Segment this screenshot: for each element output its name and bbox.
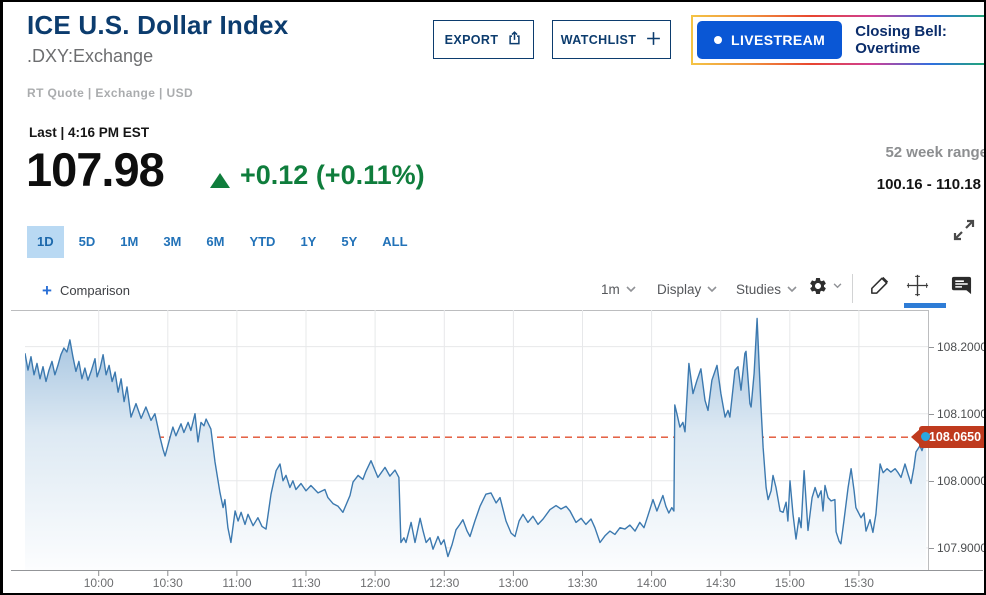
price-series bbox=[25, 317, 928, 570]
watchlist-button[interactable]: WATCHLIST bbox=[552, 20, 671, 59]
x-axis-label: 14:00 bbox=[636, 576, 667, 590]
y-axis-tick bbox=[929, 547, 934, 549]
y-axis-label: 108.2000 bbox=[937, 339, 986, 354]
expand-chart-button[interactable] bbox=[950, 217, 978, 245]
y-axis-tick bbox=[929, 346, 934, 348]
y-axis-tick bbox=[929, 413, 934, 415]
livestream-button-label: LIVESTREAM bbox=[731, 32, 826, 48]
x-axis-label: 14:30 bbox=[705, 576, 736, 590]
livestream-show-title: Closing Bell: Overtime bbox=[855, 23, 947, 57]
chevron-down-icon bbox=[707, 286, 717, 293]
page-title: ICE U.S. Dollar Index bbox=[27, 10, 289, 40]
x-axis-label: 13:30 bbox=[567, 576, 598, 590]
display-label: Display bbox=[657, 282, 702, 297]
livestream-banner: LIVESTREAM Closing Bell: Overtime bbox=[691, 15, 984, 65]
tab-ytd[interactable]: YTD bbox=[239, 226, 285, 258]
y-axis-label: 108.1000 bbox=[937, 406, 986, 421]
gear-icon bbox=[810, 278, 826, 294]
plus-icon: + bbox=[42, 281, 52, 300]
x-axis-label: 15:30 bbox=[843, 576, 874, 590]
crosshair-icon bbox=[906, 274, 929, 297]
expand-arrows-icon bbox=[951, 219, 977, 246]
x-axis-label: 12:00 bbox=[360, 576, 391, 590]
x-axis-label: 13:00 bbox=[498, 576, 529, 590]
quote-meta: RT Quote | Exchange | USD bbox=[27, 86, 194, 100]
watchlist-button-label: WATCHLIST bbox=[560, 32, 637, 47]
52-week-range-label: 52 week range bbox=[885, 144, 986, 161]
chart-settings-button[interactable] bbox=[808, 276, 842, 296]
x-axis-label: 11:00 bbox=[222, 576, 252, 590]
last-timestamp: Last | 4:16 PM EST bbox=[29, 125, 150, 140]
x-axis-label: 11:30 bbox=[291, 576, 321, 590]
display-dropdown[interactable]: Display bbox=[651, 281, 723, 298]
live-dot-icon bbox=[714, 36, 722, 44]
x-axis-label: 15:00 bbox=[774, 576, 805, 590]
chevron-down-icon bbox=[787, 286, 797, 293]
last-price-badge-tip bbox=[911, 429, 920, 445]
y-axis-label: 107.9000 bbox=[937, 540, 986, 555]
studies-label: Studies bbox=[736, 282, 782, 297]
add-comparison-button[interactable]: + Comparison bbox=[36, 282, 136, 299]
chevron-down-icon bbox=[833, 283, 842, 289]
plus-icon bbox=[645, 30, 662, 50]
y-axis-tick bbox=[929, 480, 934, 482]
active-tool-indicator bbox=[904, 303, 946, 308]
interval-value: 1m bbox=[601, 282, 620, 297]
pencil-icon bbox=[871, 276, 889, 294]
chevron-down-icon bbox=[626, 286, 636, 293]
annotations-button[interactable] bbox=[950, 274, 973, 299]
comment-icon bbox=[951, 276, 972, 295]
last-price-dot bbox=[921, 432, 930, 441]
last-price-badge: 108.0650 bbox=[919, 426, 984, 448]
export-button[interactable]: EXPORT bbox=[433, 20, 534, 59]
tab-all[interactable]: ALL bbox=[372, 226, 417, 258]
up-arrow-icon bbox=[210, 173, 230, 188]
x-axis-label: 12:30 bbox=[429, 576, 460, 590]
crosshair-tool-button[interactable] bbox=[905, 273, 930, 301]
livestream-button[interactable]: LIVESTREAM bbox=[697, 21, 843, 59]
tab-5d[interactable]: 5D bbox=[69, 226, 106, 258]
x-axis-label: 10:30 bbox=[152, 576, 183, 590]
chart-top-border bbox=[11, 310, 928, 311]
x-axis-line bbox=[11, 570, 983, 571]
period-tab-bar: 1D 5D 1M 3M 6M YTD 1Y 5Y ALL bbox=[27, 226, 423, 258]
comparison-label: Comparison bbox=[59, 283, 131, 298]
export-button-label: EXPORT bbox=[444, 32, 499, 47]
last-price: 107.98 bbox=[26, 143, 165, 196]
studies-dropdown[interactable]: Studies bbox=[730, 281, 803, 298]
livestream-banner-inner: LIVESTREAM Closing Bell: Overtime bbox=[693, 17, 984, 63]
price-chart-svg[interactable] bbox=[25, 310, 928, 576]
interval-dropdown[interactable]: 1m bbox=[595, 281, 642, 298]
52-week-range-value: 100.16 - 110.18 bbox=[876, 176, 981, 193]
y-axis-label: 108.0000 bbox=[937, 473, 986, 488]
x-axis-label: 10:00 bbox=[83, 576, 114, 590]
toolbar-divider bbox=[852, 274, 853, 303]
tab-6m[interactable]: 6M bbox=[196, 226, 234, 258]
draw-tool-button[interactable] bbox=[868, 274, 891, 300]
tab-1d[interactable]: 1D bbox=[27, 226, 64, 258]
ticker-symbol: .DXY:Exchange bbox=[27, 46, 154, 66]
tab-5y[interactable]: 5Y bbox=[331, 226, 367, 258]
export-icon bbox=[507, 30, 522, 49]
tab-1m[interactable]: 1M bbox=[110, 226, 148, 258]
tab-1y[interactable]: 1Y bbox=[290, 226, 326, 258]
tab-3m[interactable]: 3M bbox=[153, 226, 191, 258]
price-change: +0.12 (+0.11%) bbox=[240, 160, 425, 190]
